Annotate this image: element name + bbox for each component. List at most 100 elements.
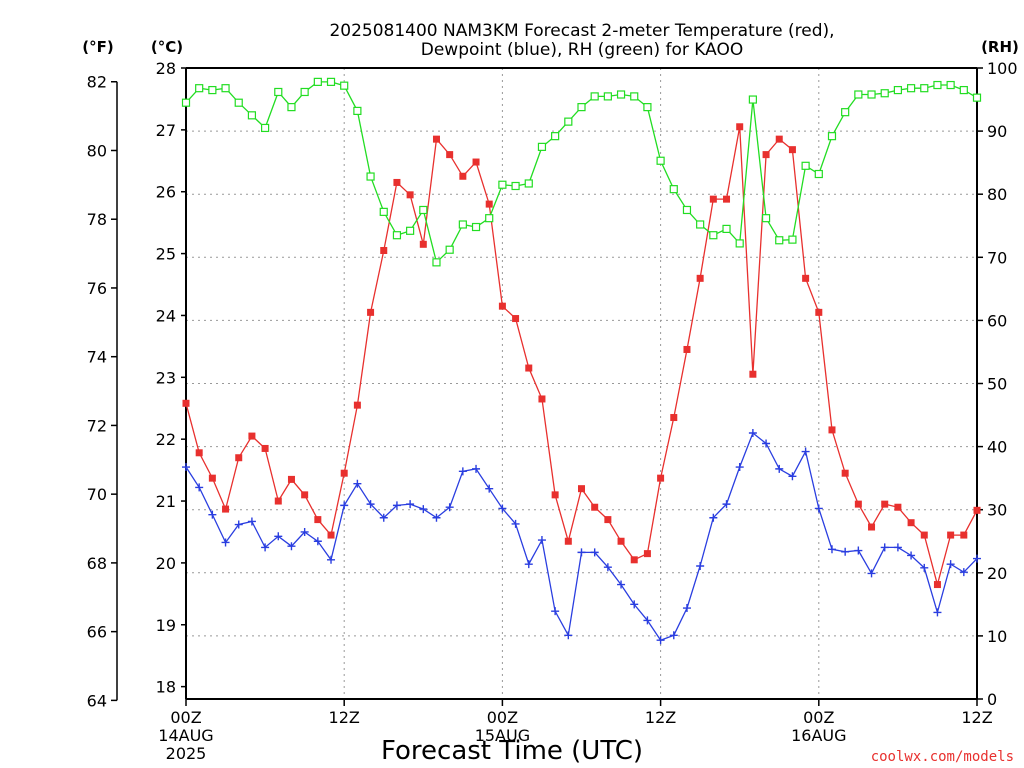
fahrenheit-tick-label: 74 [87,348,107,367]
celsius-unit-label: (°C) [151,38,183,56]
fahrenheit-unit-label: (°F) [82,38,113,56]
rh-tick-label: 70 [987,248,1007,267]
dewpoint-point [801,447,810,456]
chart-title-line1: 2025081400 NAM3KM Forecast 2-meter Tempe… [329,21,834,41]
axes: 64 66 68 70 72 74 76 78 80 82 18 19 20 21 22 23 24 25 26 27… [87,59,1018,710]
fahrenheit-tick-label: 68 [87,554,107,573]
x-tick-label: 00Z [487,708,518,727]
dewpoint-point [854,546,863,555]
rh-tick-label: 50 [987,375,1007,394]
rh-point [656,156,665,165]
fahrenheit-tick-label: 78 [87,210,107,229]
dewpoint-point [445,503,454,512]
dewpoint-point [327,555,336,564]
rh-point [946,80,955,90]
rh-point [682,205,692,215]
rh-point [445,245,454,254]
dewpoint-point [907,551,916,560]
temperature-point [538,395,546,403]
rh-point [511,181,520,191]
rh-point [893,85,903,95]
temperature-point [854,500,862,508]
temperature-point [472,158,480,166]
rh-point [643,103,652,112]
fahrenheit-tick-label: 76 [87,279,107,298]
temperature-point [973,506,981,514]
temperature-point [432,135,440,143]
temperature-point [696,274,704,282]
rh-point [564,117,573,126]
temperature-point [960,531,968,539]
chart-title-line2: Dewpoint (blue), RH (green) for KAOO [421,40,744,60]
rh-point [709,231,718,240]
dewpoint-point [735,463,744,472]
rh-point [326,77,336,86]
rh-point [340,81,349,90]
temperature-point [340,469,348,477]
dewpoint-point [709,513,718,522]
dewpoint-point [630,600,639,609]
fahrenheit-tick-label: 80 [87,141,107,160]
x-tick-date: 15AUG [475,726,530,745]
temperature-point [459,172,467,180]
dewpoint-point [261,543,270,552]
rh-point [366,172,375,181]
rh-point [287,103,296,112]
temperature-point [327,531,335,539]
temperature-point [643,550,651,558]
temperature-point [591,503,599,511]
rh-point [432,258,441,267]
dewpoint-point [788,472,797,481]
rh-point [722,224,731,234]
temperature-point [367,308,375,316]
rh-point [485,214,494,223]
temperature-point [617,537,625,545]
celsius-tick-label: 27 [156,121,176,140]
x-tick-date: 14AUG [158,726,213,745]
dewpoint-point [617,580,626,589]
rh-point [353,106,362,116]
rh-point [419,205,428,215]
rh-point [195,84,204,93]
temperature-point [630,556,638,564]
dewpoint-point [524,560,533,569]
dewpoint-point [234,520,243,529]
temperature-point [683,345,691,353]
dewpoint-point [893,543,902,552]
dewpoint-point [946,560,955,569]
rh-point [906,84,916,93]
rh-point [841,108,850,117]
dewpoint-point [287,542,296,551]
rh-tick-label: 90 [987,122,1007,141]
x-tick-label: 12Z [329,708,360,727]
x-axis-title: Forecast Time (UTC) [381,736,643,766]
temperature-point [907,519,915,527]
temperature-point [182,399,190,407]
temperature-point [933,581,941,589]
celsius-tick-label: 25 [156,245,176,264]
fahrenheit-tick-label: 82 [87,73,107,92]
dewpoint-point [537,536,546,545]
temperature-point [301,491,309,499]
temperature-point [419,240,427,248]
temperature-point [815,308,823,316]
temperature-point [235,454,243,462]
dewpoint-point [340,501,349,510]
dewpoint-point [973,554,981,563]
temperature-point [222,505,230,513]
dewpoint-point [933,608,942,617]
rh-point [379,207,388,216]
temperature-point [393,178,401,186]
x-tick-label: 00Z [170,708,201,727]
dewpoint-point [247,517,256,526]
dewpoint-point [643,616,652,625]
rh-point [827,132,837,141]
series-temperature [182,123,981,589]
temperature-point [657,474,665,482]
fahrenheit-tick-label: 70 [87,485,107,504]
temperature-point [287,475,295,483]
rh-point [801,161,810,170]
rh-point [603,92,612,101]
temperature-point [195,449,203,457]
